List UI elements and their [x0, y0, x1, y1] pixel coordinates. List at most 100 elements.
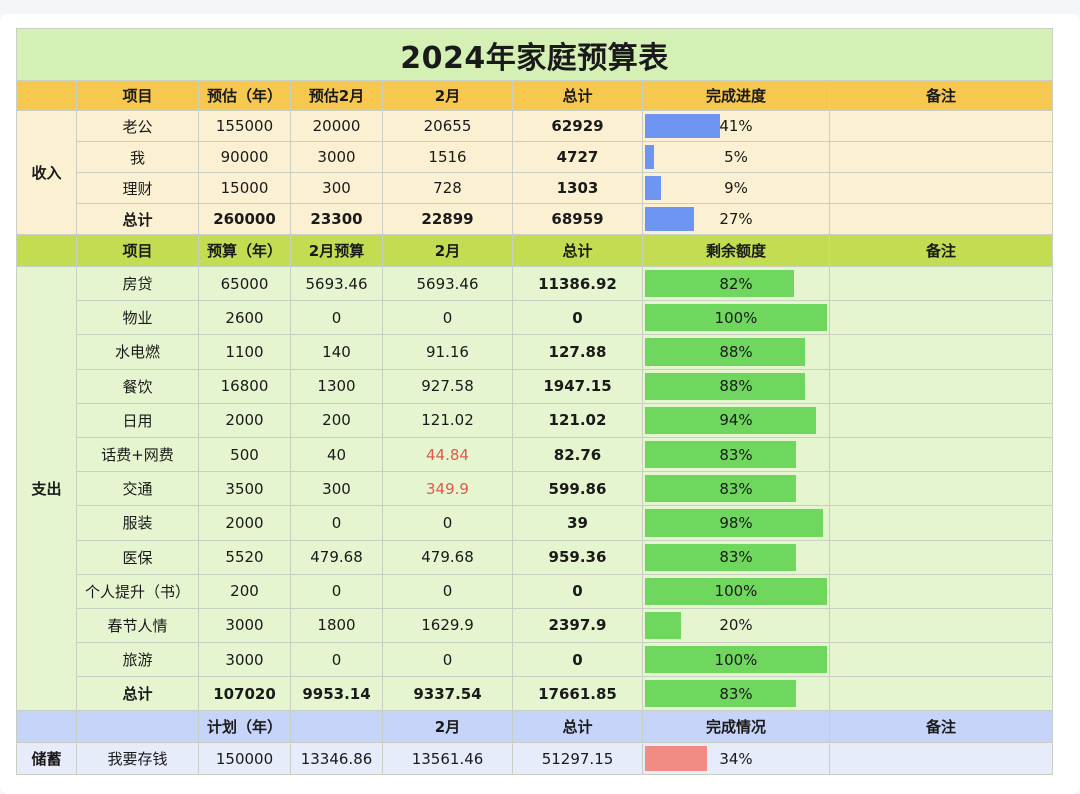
progress-percent: 34% — [719, 749, 753, 768]
table-row: 话费+网费 500 40 44.84 82.76 83% — [17, 436, 1053, 473]
item-cell: 春节人情 — [76, 607, 199, 644]
annual-cell: 3000 — [198, 607, 291, 644]
month-cell: 22899 — [382, 203, 513, 235]
column-header: 项目 — [76, 234, 199, 267]
progress-bar — [645, 543, 797, 571]
month-cell: 0 — [382, 505, 513, 541]
progress-percent: 27% — [719, 210, 753, 228]
table-row: 物业 2600 0 0 0 100% — [17, 300, 1053, 336]
table-row: 总计 107020 9953.14 9337.54 17661.85 83% — [17, 676, 1053, 712]
annual-cell: 200 — [198, 573, 291, 609]
table-row: 支出 房贷 65000 5693.46 5693.46 11386.92 82% — [16, 265, 1053, 712]
progress-bar — [645, 304, 827, 332]
progress-cell: 41% — [642, 110, 830, 142]
note-cell — [829, 172, 1053, 204]
item-cell: 服装 — [76, 505, 199, 541]
note-cell — [829, 607, 1053, 644]
column-header: 2月 — [382, 80, 513, 111]
total-cell: 0 — [512, 642, 643, 678]
item-cell: 医保 — [76, 539, 199, 575]
annual-cell: 15000 — [198, 172, 291, 204]
total-cell: 17661.85 — [512, 676, 643, 712]
progress-percent: 5% — [724, 148, 748, 166]
progress-cell: 34% — [642, 742, 830, 776]
plan-month-cell: 1800 — [290, 607, 383, 644]
note-cell — [829, 742, 1053, 776]
note-cell — [829, 436, 1053, 473]
column-header: 完成进度 — [642, 80, 830, 111]
note-cell — [829, 471, 1053, 507]
total-cell: 121.02 — [512, 402, 643, 438]
item-cell: 个人提升（书） — [76, 573, 199, 609]
month-cell: 9337.54 — [382, 676, 513, 712]
header-blank-cell — [16, 234, 77, 267]
progress-bar — [645, 176, 662, 200]
annual-cell: 3000 — [198, 642, 291, 678]
plan-month-cell: 5693.46 — [290, 265, 383, 302]
page-title: 2024年家庭预算表 — [16, 28, 1053, 81]
item-cell: 日用 — [76, 402, 199, 438]
income-header-row: 项目 预估（年） 预估2月 2月 总计 完成进度 备注 — [16, 80, 1053, 111]
table-row: 总计 260000 23300 22899 68959 27% — [17, 203, 1053, 235]
month-cell: 349.9 — [382, 471, 513, 507]
total-cell: 0 — [512, 300, 643, 336]
note-cell — [829, 642, 1053, 678]
plan-month-cell: 40 — [290, 436, 383, 473]
month-cell: 728 — [382, 172, 513, 204]
month-cell: 0 — [382, 642, 513, 678]
note-cell — [829, 676, 1053, 712]
plan-month-cell: 300 — [290, 471, 383, 507]
table-row: 医保 5520 479.68 479.68 959.36 83% — [17, 539, 1053, 575]
total-cell: 4727 — [512, 141, 643, 173]
table-row: 储蓄 我要存钱 150000 13346.86 13561.46 51297.15 34% — [16, 742, 1053, 776]
note-cell — [829, 573, 1053, 609]
total-cell: 2397.9 — [512, 607, 643, 644]
column-header: 剩余额度 — [642, 234, 830, 267]
note-cell — [829, 300, 1053, 336]
note-cell — [829, 265, 1053, 302]
progress-cell: 88% — [642, 334, 830, 370]
progress-bar — [645, 746, 707, 772]
plan-month-cell: 3000 — [290, 141, 383, 173]
month-cell: 0 — [382, 573, 513, 609]
progress-cell: 27% — [642, 203, 830, 235]
column-header: 2月 — [382, 710, 513, 744]
item-cell: 房贷 — [76, 265, 199, 302]
plan-month-cell: 1300 — [290, 368, 383, 404]
total-cell: 959.36 — [512, 539, 643, 575]
annual-cell: 107020 — [198, 676, 291, 712]
item-cell: 旅游 — [76, 642, 199, 678]
table-row: 交通 3500 300 349.9 599.86 83% — [17, 471, 1053, 507]
month-cell: 927.58 — [382, 368, 513, 404]
note-cell — [829, 334, 1053, 370]
total-cell: 0 — [512, 573, 643, 609]
annual-cell: 65000 — [198, 265, 291, 302]
annual-cell: 155000 — [198, 110, 291, 142]
total-cell: 1947.15 — [512, 368, 643, 404]
note-cell — [829, 110, 1053, 142]
annual-cell: 16800 — [198, 368, 291, 404]
total-cell: 62929 — [512, 110, 643, 142]
annual-cell: 1100 — [198, 334, 291, 370]
progress-cell: 83% — [642, 676, 830, 712]
month-cell: 13561.46 — [382, 742, 513, 776]
plan-month-cell: 300 — [290, 172, 383, 204]
budget-table: 2024年家庭预算表 项目 预估（年） 预估2月 2月 总计 完成进度 备注 收入 老公 1550… — [16, 28, 1053, 776]
month-cell: 1629.9 — [382, 607, 513, 644]
plan-month-cell: 0 — [290, 300, 383, 336]
annual-cell: 2600 — [198, 300, 291, 336]
item-cell: 水电燃 — [76, 334, 199, 370]
plan-month-cell: 23300 — [290, 203, 383, 235]
table-row: 日用 2000 200 121.02 121.02 94% — [17, 402, 1053, 438]
progress-cell: 100% — [642, 642, 830, 678]
progress-percent: 41% — [719, 117, 753, 135]
month-cell: 479.68 — [382, 539, 513, 575]
total-cell: 127.88 — [512, 334, 643, 370]
column-header: 2月 — [382, 234, 513, 267]
table-row: 旅游 3000 0 0 0 100% — [17, 642, 1053, 678]
column-header: 总计 — [512, 234, 643, 267]
annual-cell: 90000 — [198, 141, 291, 173]
annual-cell: 5520 — [198, 539, 291, 575]
column-header — [290, 710, 383, 744]
plan-month-cell: 9953.14 — [290, 676, 383, 712]
